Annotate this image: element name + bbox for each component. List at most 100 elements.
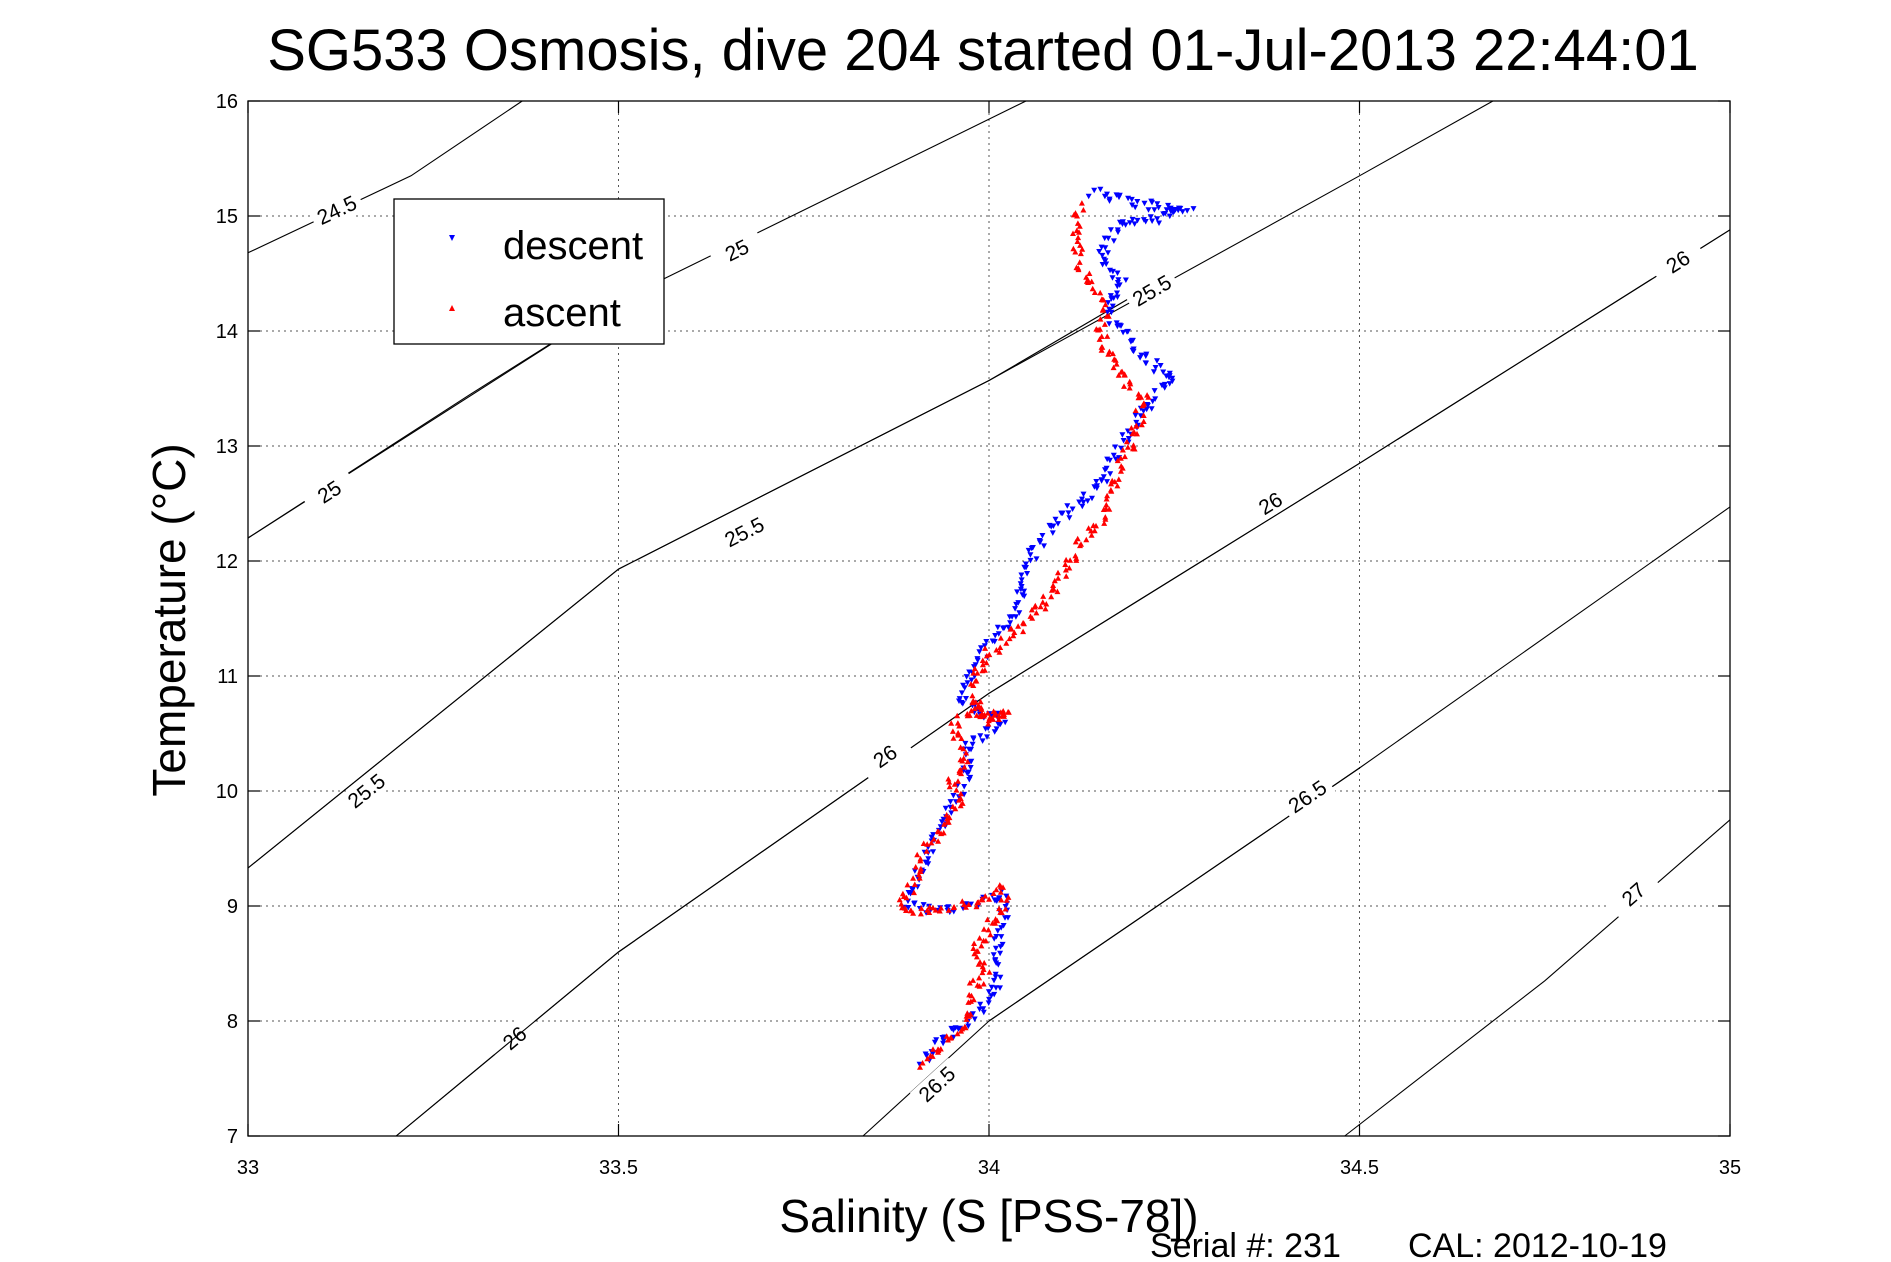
ascent-point: [1050, 582, 1057, 588]
ascent-point: [982, 937, 989, 944]
ascent-point: [1131, 446, 1138, 452]
descent-point: [961, 685, 968, 691]
descent-point: [1100, 474, 1107, 480]
legend-ascent-label: ascent: [503, 291, 621, 335]
descent-point: [1016, 610, 1023, 616]
descent-point: [1109, 303, 1116, 310]
ascent-point: [961, 1023, 968, 1030]
ascent-point: [950, 735, 957, 741]
descent-point: [1089, 495, 1095, 502]
descent-point: [1013, 601, 1020, 608]
descent-point: [939, 1035, 946, 1041]
descent-point: [1065, 510, 1072, 516]
descent-point: [1106, 198, 1113, 204]
ascent-point: [974, 899, 981, 906]
ascent-point: [924, 907, 931, 913]
legend-box: [393, 198, 665, 345]
ascent-point: [1098, 347, 1105, 353]
descent-point: [1145, 207, 1152, 213]
ascent-point: [917, 1064, 923, 1070]
descent-point: [992, 945, 999, 952]
ascent-point: [972, 678, 979, 684]
ascent-point: [1073, 264, 1080, 271]
descent-point: [1099, 262, 1106, 268]
ascent-point: [926, 904, 933, 910]
ascent-point: [982, 893, 989, 899]
ascent-point: [1011, 629, 1018, 635]
descent-point: [905, 905, 912, 911]
ascent-point: [1121, 453, 1128, 460]
contour-label-bg: [857, 731, 914, 782]
descent-point: [963, 696, 969, 702]
descent-point: [991, 729, 998, 735]
ascent-point: [1140, 400, 1147, 406]
ascent-point: [954, 712, 961, 719]
ascent-point: [963, 750, 970, 756]
descent-point: [1107, 293, 1114, 299]
descent-point: [1107, 227, 1114, 233]
ascent-point: [1126, 378, 1133, 385]
ascent-point: [1098, 344, 1105, 350]
contour-label-bg: [708, 228, 766, 273]
ascent-point: [986, 715, 993, 721]
ascent-point: [1063, 556, 1070, 563]
ascent-point: [1067, 557, 1074, 563]
ascent-point: [979, 963, 986, 970]
y-tick-label: 13: [216, 436, 238, 458]
descent-point: [1027, 552, 1034, 558]
ascent-point: [974, 670, 981, 676]
descent-point: [1134, 217, 1141, 224]
ascent-series: [896, 200, 1152, 1070]
ascent-point: [1072, 249, 1079, 255]
descent-point: [911, 900, 918, 906]
contour-label-bg: [1123, 267, 1181, 315]
contour-line: [247, 100, 523, 254]
descent-point: [1029, 545, 1036, 551]
descent-point: [910, 886, 916, 892]
descent-point: [1000, 923, 1007, 929]
ascent-point: [1104, 492, 1111, 499]
ascent-point: [997, 889, 1004, 895]
y-tick-label: 7: [227, 1126, 238, 1148]
ascent-point: [986, 969, 993, 975]
contour-label-bg: [301, 467, 358, 517]
ascent-point: [957, 790, 964, 797]
ascent-point: [945, 776, 952, 782]
ascent-point: [967, 998, 974, 1004]
descent-point: [992, 633, 999, 639]
descent-point: [1116, 194, 1122, 201]
contour-line: [395, 692, 990, 1137]
ascent-point: [986, 896, 993, 902]
ascent-point: [1093, 522, 1099, 529]
ascent-point: [1113, 361, 1120, 367]
descent-point: [1132, 412, 1139, 419]
ascent-point: [1043, 601, 1050, 607]
ascent-point: [1135, 394, 1142, 401]
ascent-point: [973, 903, 980, 910]
ascent-point: [1130, 442, 1137, 448]
ascent-point: [997, 644, 1004, 650]
descent-point: [983, 639, 990, 645]
ascent-point: [1103, 496, 1110, 502]
ascent-point: [1042, 605, 1049, 612]
x-tick-label: 35: [1719, 1157, 1741, 1179]
ascent-point: [1039, 599, 1046, 605]
contour-line: [988, 462, 1360, 694]
descent-point: [985, 989, 992, 995]
descent-point: [1108, 296, 1115, 302]
ascent-point: [993, 647, 1000, 653]
ascent-point: [928, 839, 935, 846]
ascent-point: [976, 974, 983, 981]
ascent-point: [978, 896, 985, 902]
contour-label-bg: [1649, 237, 1707, 287]
descent-point: [950, 793, 957, 799]
ascent-point: [981, 926, 987, 932]
ascent-point: [984, 710, 991, 716]
descent-point: [966, 777, 973, 783]
descent-point: [1049, 530, 1056, 536]
descent-point: [964, 770, 971, 776]
x-tick-label: 33: [237, 1157, 259, 1179]
descent-point: [923, 859, 930, 866]
descent-point: [1184, 208, 1191, 214]
